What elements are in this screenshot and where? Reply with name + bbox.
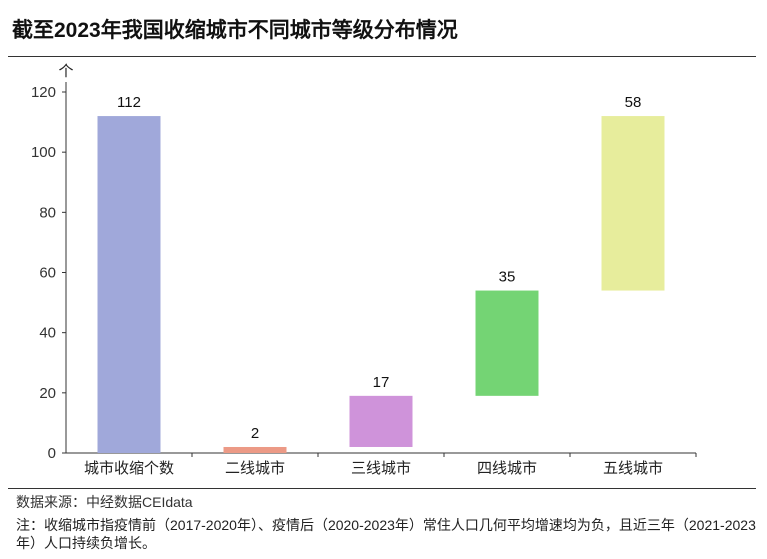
y-tick-label: 120: [31, 84, 56, 101]
bar-5: [601, 116, 665, 291]
y-tick-label: 100: [31, 144, 56, 161]
data-label: 2: [251, 425, 259, 442]
data-label: 35: [499, 269, 516, 286]
x-tick-label: 城市收缩个数: [84, 460, 174, 477]
x-tick-label: 三线城市: [351, 460, 411, 477]
data-label: 112: [117, 94, 141, 111]
footer-divider: [8, 488, 756, 489]
bar-1: [97, 116, 161, 454]
x-tick-label: 五线城市: [603, 460, 663, 477]
x-tick-label: 二线城市: [225, 460, 285, 477]
footnote: 注：收缩城市指疫情前（2017-2020年）、疫情后（2020-2023年）常住…: [16, 517, 756, 551]
bar-4: [475, 290, 539, 396]
y-unit-label: 个: [58, 63, 73, 80]
chart-title: 截至2023年我国收缩城市不同城市等级分布情况: [12, 19, 458, 42]
bar-3: [349, 395, 413, 447]
waterfall-chart: 个 0 20 40 60 80 100 120 112 城市收缩个数 2 二线城市 17 三线城市 35 四线…: [31, 63, 697, 477]
title-divider: [8, 56, 756, 57]
y-tick-label: 80: [39, 204, 56, 221]
bar-2: [223, 446, 287, 453]
y-tick-label: 0: [48, 445, 56, 462]
data-label: 17: [373, 374, 390, 391]
y-tick-label: 60: [39, 265, 56, 282]
x-tick-label: 四线城市: [477, 460, 537, 477]
data-source: 数据来源：中经数据CEIdata: [16, 494, 193, 510]
y-tick-label: 20: [39, 385, 56, 402]
data-label: 58: [625, 94, 642, 111]
y-tick-label: 40: [39, 325, 56, 342]
